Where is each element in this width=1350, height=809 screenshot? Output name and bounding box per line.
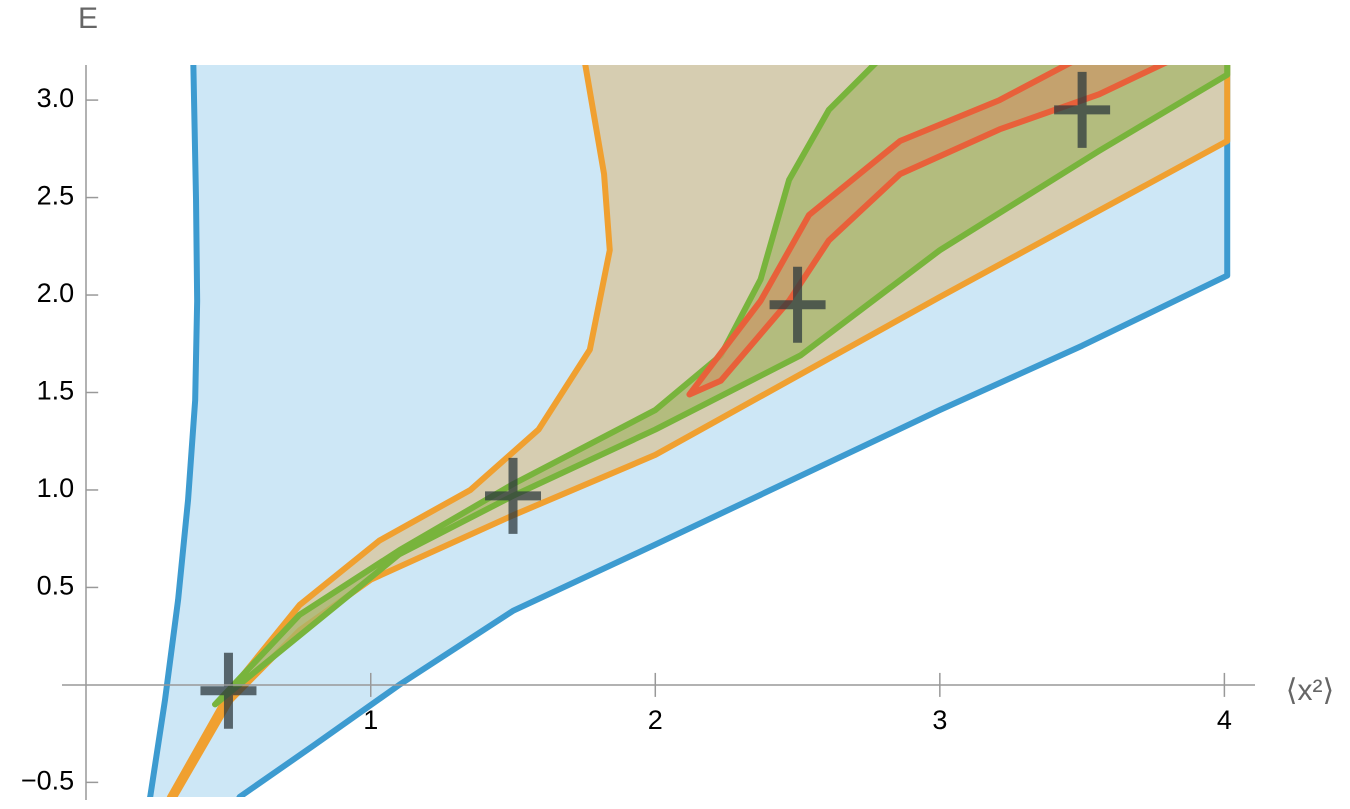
y-tick-label: −0.5 (21, 766, 74, 796)
point-marker (769, 266, 826, 343)
y-tick-label: 3.0 (37, 83, 75, 113)
axes (62, 65, 1255, 800)
y-tick-label: 0.5 (37, 571, 75, 601)
x-tick-label: 2 (648, 705, 663, 735)
y-tick-label: 1.0 (37, 473, 75, 503)
x-axis-label: ⟨x²⟩ (1286, 674, 1334, 707)
point-marker (200, 652, 257, 729)
x-tick-label: 1 (363, 705, 378, 735)
point-marker (1054, 71, 1111, 148)
point-marker (485, 457, 542, 534)
y-tick-label: 2.0 (37, 278, 75, 308)
x-tick-label: 4 (1217, 705, 1232, 735)
y-tick-label: 1.5 (37, 376, 75, 406)
plot-area (147, 65, 1231, 797)
y-axis-label: E (78, 2, 98, 35)
y-tick-label: 2.5 (37, 181, 75, 211)
x-tick-label: 3 (932, 705, 947, 735)
